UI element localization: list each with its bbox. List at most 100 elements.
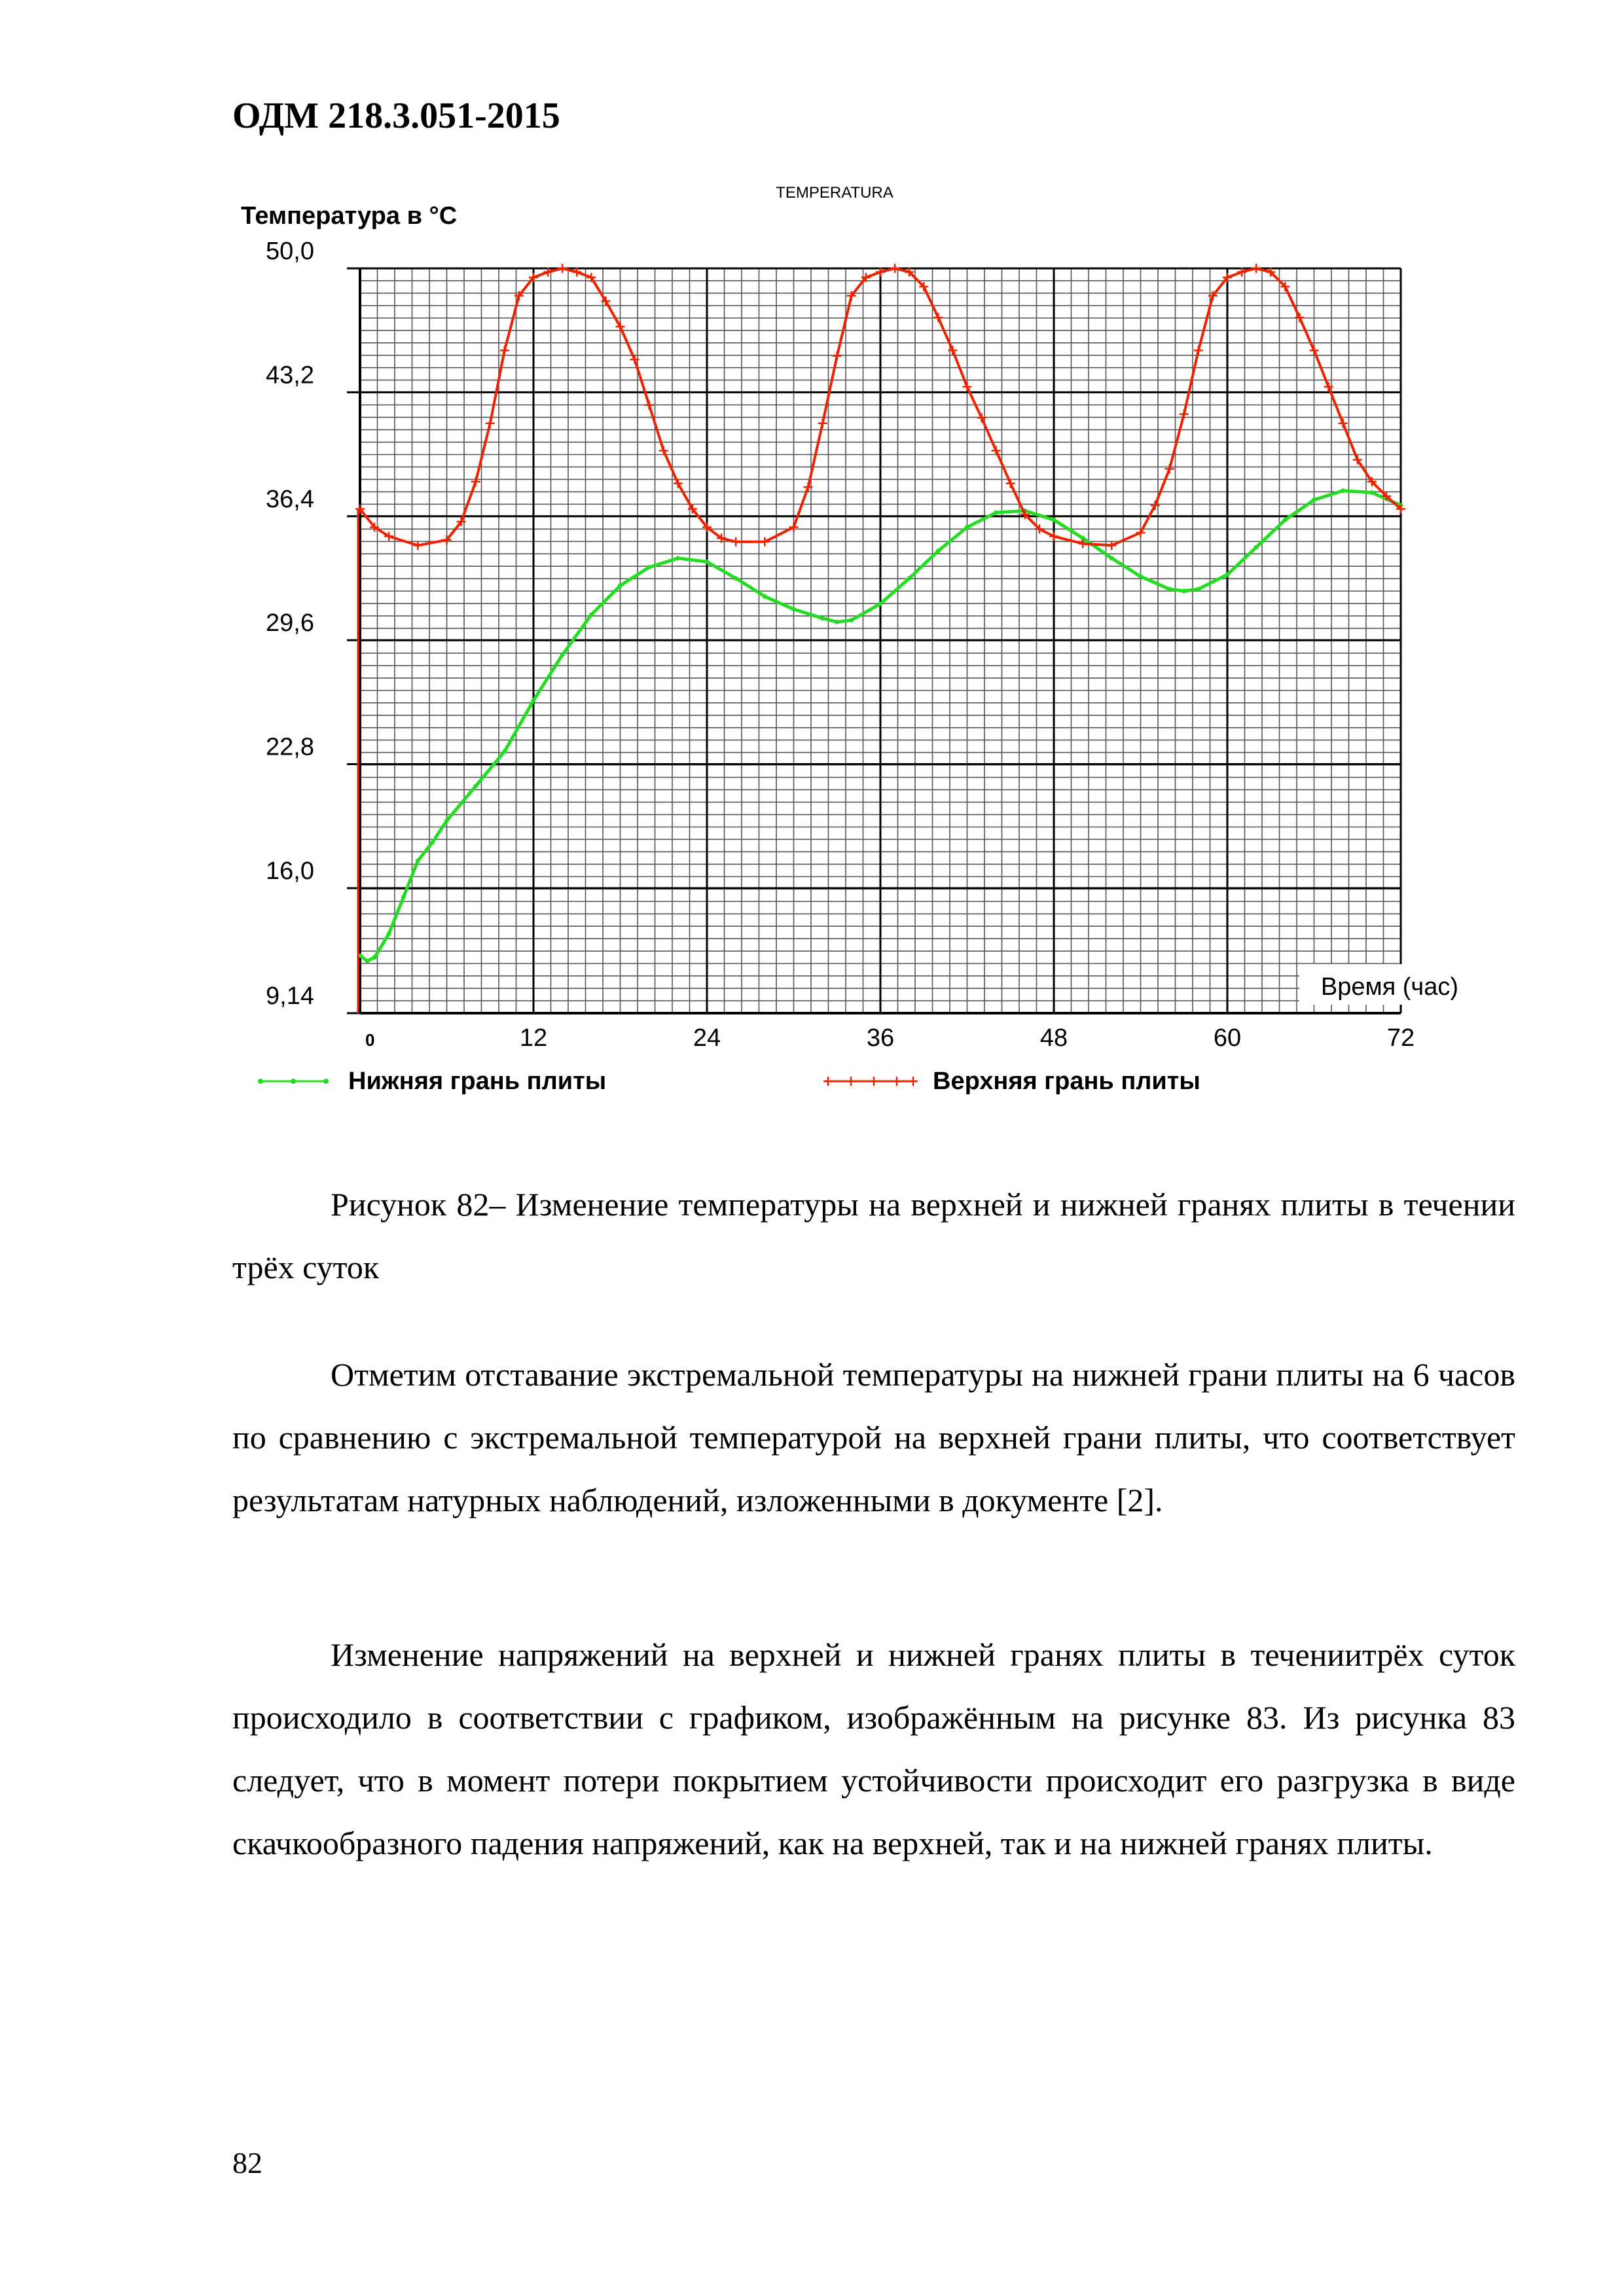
- bottom-face-data-point: [1138, 574, 1143, 579]
- bottom-face-data-point: [907, 575, 912, 581]
- top-face-data-point: [1049, 531, 1058, 541]
- chart-series: [355, 264, 1405, 1013]
- top-face-data-point: [1338, 418, 1348, 428]
- top-face-data-point: [1193, 346, 1203, 355]
- bottom-face-data-point: [1167, 586, 1172, 592]
- legend-bottom-marker: [258, 1079, 263, 1084]
- top-face-data-point: [687, 504, 697, 514]
- top-face-data-point: [1367, 476, 1377, 486]
- top-face-data-point: [1280, 281, 1290, 291]
- bottom-face-data-point: [415, 858, 420, 863]
- top-face-data-point: [1381, 492, 1391, 501]
- bottom-face-data-point: [1254, 545, 1259, 550]
- bottom-face-data-point: [365, 958, 370, 963]
- top-face-data-point: [442, 535, 452, 545]
- bottom-face-data-point: [935, 548, 941, 554]
- bottom-face-data-point: [965, 524, 969, 529]
- bottom-face-data-point: [1196, 586, 1201, 592]
- bottom-face-data-point: [618, 583, 623, 588]
- bottom-face-data-point: [647, 565, 652, 570]
- bottom-face-data-point: [444, 818, 449, 823]
- y-axis-title: Температура в °С: [241, 202, 457, 230]
- bottom-face-data-point: [1225, 572, 1230, 577]
- bottom-face-data-point: [1080, 535, 1085, 541]
- top-face-data-point: [962, 382, 972, 392]
- temperature-chart: 50,0 43,2 36,4 29,6 22,8 16,0 9,14 0 12 24 36 48 60 7…: [0, 0, 1624, 1126]
- x-axis-title: Время (час): [1321, 973, 1458, 1001]
- legend-top-marker: [869, 1077, 878, 1086]
- top-face-data-point: [1034, 524, 1044, 534]
- paragraph-stress: Изменение напряжений на верхней и нижней…: [232, 1623, 1515, 1874]
- legend-top-marker: [909, 1077, 918, 1086]
- top-face-data-point: [485, 418, 495, 428]
- bottom-face-data-point: [1341, 488, 1346, 493]
- x-axis-title-box: [1299, 964, 1460, 1005]
- bottom-face-data-point: [704, 559, 710, 564]
- bottom-face-data-point: [835, 619, 840, 624]
- legend-top-marker: [892, 1077, 901, 1086]
- top-face-data-point: [586, 272, 596, 282]
- bottom-face-data-point: [849, 618, 854, 623]
- bottom-face-data-point: [429, 840, 435, 845]
- bottom-face-data-point: [762, 594, 767, 599]
- chart-grid: [347, 267, 1402, 1014]
- bottom-face-data-point: [820, 616, 825, 621]
- top-face-data-point: [543, 267, 553, 277]
- bottom-face-data-point: [502, 749, 507, 754]
- top-face-data-point: [644, 400, 654, 410]
- top-face-data-point: [630, 355, 640, 365]
- x-tick-label: 36: [867, 1024, 894, 1052]
- bottom-face-data-point: [401, 895, 406, 900]
- legend-top-marker: [823, 1077, 833, 1086]
- x-tick-label: 48: [1040, 1024, 1068, 1052]
- x-tick-label: 60: [1214, 1024, 1241, 1052]
- top-face-data-point: [789, 522, 799, 532]
- bottom-face-data-point: [1312, 497, 1316, 503]
- top-face-data-point: [1107, 541, 1117, 550]
- top-face-data-point: [861, 272, 871, 282]
- top-face-data-point: [558, 264, 568, 273]
- paragraph-2-text: Изменение напряжений на верхней и нижней…: [232, 1636, 1515, 1861]
- paragraph-1-text: Отметим отставание экстремальной темпера…: [232, 1356, 1515, 1518]
- figure-caption: Рисунок 82– Изменение температуры на вер…: [232, 1173, 1515, 1299]
- page-number: 82: [232, 2146, 262, 2179]
- top-face-data-point: [818, 418, 827, 428]
- bottom-face-data-point: [372, 955, 377, 960]
- top-face-data-point: [514, 291, 524, 300]
- y-tick-label: 22,8: [266, 734, 314, 761]
- top-face-data-point: [1150, 501, 1160, 511]
- top-face-data-point: [1396, 504, 1405, 514]
- top-face-data-point: [890, 264, 900, 273]
- top-face-data-point: [499, 346, 509, 355]
- chart-axes: [359, 268, 1401, 1014]
- top-face-data-point: [1237, 267, 1247, 277]
- top-face-data-point: [1352, 455, 1362, 465]
- top-face-data-point: [846, 291, 856, 300]
- document-code-header: ОДМ 218.3.051-2015: [232, 96, 560, 136]
- top-face-data-point: [471, 476, 480, 486]
- top-face-data-point: [731, 537, 741, 547]
- top-face-data-point: [760, 537, 770, 547]
- top-face-data-point: [1208, 291, 1218, 300]
- legend-bottom-marker: [291, 1079, 296, 1084]
- top-face-data-point: [355, 504, 365, 514]
- top-face-data-point: [1324, 382, 1333, 392]
- bottom-face-data-point: [1369, 490, 1375, 495]
- top-face-data-point: [933, 313, 943, 323]
- y-tick-label: 36,4: [266, 486, 314, 513]
- top-face-data-point: [702, 522, 712, 532]
- legend-top-marker: [846, 1077, 856, 1086]
- bottom-face-data-point: [588, 612, 594, 617]
- bottom-face-data-point: [560, 652, 565, 657]
- top-face-data-point: [1179, 409, 1189, 419]
- top-face-data-point: [832, 351, 842, 361]
- top-face-data-point: [1266, 267, 1276, 277]
- y-tick-label: 16,0: [266, 857, 314, 885]
- top-face-data-point: [456, 517, 466, 527]
- bottom-face-data-point: [386, 931, 391, 937]
- y-tick-label: 43,2: [266, 361, 314, 389]
- bottom-face-data-point: [1282, 517, 1288, 522]
- top-face-data-point: [1223, 272, 1232, 282]
- top-face-data-point: [991, 446, 1001, 456]
- bottom-face-data-point: [994, 510, 999, 515]
